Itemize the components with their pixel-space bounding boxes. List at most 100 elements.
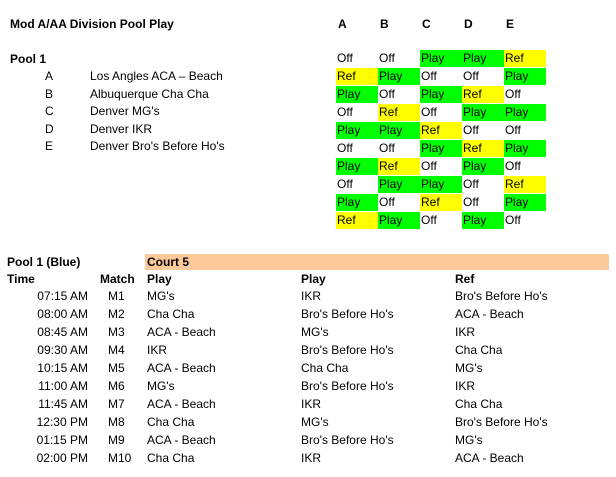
- team-letter: E: [45, 139, 54, 153]
- team-name: Denver Bro's Before Ho's: [90, 139, 225, 153]
- matrix-cell-off: Off: [336, 104, 378, 121]
- matrix-cell-play: Play: [378, 122, 420, 139]
- col-header-time: Time: [7, 272, 35, 286]
- page-title: Mod A/AA Division Pool Play: [10, 17, 174, 31]
- matrix-cell-off: Off: [504, 212, 546, 229]
- matrix-cell-off: Off: [420, 68, 462, 85]
- match-team-2: MG's: [301, 325, 329, 339]
- matrix-header-e: E: [506, 17, 515, 31]
- match-team-2: Bro's Before Ho's: [301, 433, 394, 447]
- match-team-2: IKR: [301, 397, 322, 411]
- matrix-cell-ref: Ref: [462, 86, 504, 103]
- match-team-2: MG's: [301, 415, 329, 429]
- pool-name: Pool 1: [10, 52, 47, 66]
- match-team-1: IKR: [147, 343, 168, 357]
- match-team-1: MG's: [147, 379, 175, 393]
- schedule-pool-label: Pool 1 (Blue): [7, 255, 81, 269]
- match-time: 02:00 PM: [36, 451, 88, 465]
- matrix-cell-off: Off: [420, 104, 462, 121]
- team-letter: C: [45, 104, 54, 118]
- match-time: 08:00 AM: [37, 307, 88, 321]
- matrix-cell-play: Play: [462, 50, 504, 67]
- match-team-2: IKR: [301, 451, 322, 465]
- matrix-cell-off: Off: [462, 194, 504, 211]
- matrix-cell-play: Play: [420, 176, 462, 193]
- match-time: 12:30 PM: [36, 415, 88, 429]
- col-header-play-1: Play: [147, 272, 172, 286]
- matrix-cell-off: Off: [420, 212, 462, 229]
- match-team-1: Cha Cha: [147, 451, 195, 465]
- match-team-1: ACA - Beach: [147, 325, 216, 339]
- team-name: Denver MG's: [90, 104, 160, 118]
- matrix-cell-play: Play: [336, 122, 378, 139]
- matrix-cell-off: Off: [336, 176, 378, 193]
- matrix-cell-play: Play: [504, 140, 546, 157]
- match-team-2: IKR: [301, 289, 322, 303]
- matrix-cell-play: Play: [462, 212, 504, 229]
- matrix-cell-ref: Ref: [336, 68, 378, 85]
- matrix-cell-off: Off: [504, 122, 546, 139]
- matrix-cell-off: Off: [462, 176, 504, 193]
- matrix-cell-ref: Ref: [336, 212, 378, 229]
- match-time: 07:15 AM: [37, 289, 88, 303]
- matrix-cell-play: Play: [504, 68, 546, 85]
- match-team-2: Cha Cha: [301, 361, 349, 375]
- court-label: Court 5: [147, 255, 189, 269]
- match-ref: IKR: [455, 325, 476, 339]
- match-id: M7: [108, 397, 125, 411]
- match-id: M8: [108, 415, 125, 429]
- match-time: 10:15 AM: [37, 361, 88, 375]
- matrix-cell-play: Play: [378, 68, 420, 85]
- match-team-1: ACA - Beach: [147, 361, 216, 375]
- matrix-cell-off: Off: [420, 158, 462, 175]
- matrix-cell-play: Play: [420, 140, 462, 157]
- match-team-1: ACA - Beach: [147, 397, 216, 411]
- match-time: 09:30 AM: [37, 343, 88, 357]
- matrix-cell-off: Off: [462, 122, 504, 139]
- matrix-cell-play: Play: [336, 158, 378, 175]
- col-header-play-2: Play: [301, 272, 326, 286]
- court-bar: Court 5: [145, 254, 609, 270]
- match-ref: ACA - Beach: [455, 451, 524, 465]
- matrix-cell-play: Play: [504, 194, 546, 211]
- matrix-cell-off: Off: [462, 68, 504, 85]
- col-header-ref: Ref: [455, 272, 475, 286]
- match-ref: MG's: [455, 361, 483, 375]
- matrix-cell-play: Play: [378, 212, 420, 229]
- col-header-match: Match: [100, 272, 135, 286]
- match-team-2: Bro's Before Ho's: [301, 307, 394, 321]
- match-team-1: ACA - Beach: [147, 433, 216, 447]
- match-id: M3: [108, 325, 125, 339]
- matrix-cell-play: Play: [420, 86, 462, 103]
- matrix-cell-ref: Ref: [378, 104, 420, 121]
- matrix-cell-ref: Ref: [504, 176, 546, 193]
- team-letter: D: [45, 121, 54, 136]
- match-id: M6: [108, 379, 125, 393]
- matrix-header-d: D: [464, 17, 473, 31]
- matrix-cell-off: Off: [378, 194, 420, 211]
- matrix-header-b: B: [380, 17, 389, 31]
- team-name: Los Angles ACA – Beach: [90, 69, 223, 83]
- match-team-2: Bro's Before Ho's: [301, 343, 394, 357]
- matrix-cell-ref: Ref: [420, 194, 462, 211]
- matrix-cell-off: Off: [504, 158, 546, 175]
- match-ref: Bro's Before Ho's: [455, 415, 548, 429]
- match-id: M4: [108, 343, 125, 357]
- matrix-cell-ref: Ref: [378, 158, 420, 175]
- matrix-cell-ref: Ref: [504, 50, 546, 67]
- matrix-cell-play: Play: [462, 158, 504, 175]
- matrix-cell-off: Off: [378, 86, 420, 103]
- matrix-cell-off: Off: [504, 86, 546, 103]
- match-id: M1: [108, 289, 125, 303]
- team-letter: A: [45, 69, 54, 83]
- match-time: 01:15 PM: [36, 433, 88, 447]
- matrix-header-c: C: [422, 17, 431, 31]
- match-ref: MG's: [455, 433, 483, 447]
- match-team-1: Cha Cha: [147, 307, 195, 321]
- matrix-cell-play: Play: [504, 104, 546, 121]
- matrix-cell-play: Play: [336, 86, 378, 103]
- match-id: M10: [108, 451, 132, 465]
- matrix-cell-play: Play: [336, 194, 378, 211]
- match-ref: Cha Cha: [455, 397, 503, 411]
- match-id: M9: [108, 433, 125, 447]
